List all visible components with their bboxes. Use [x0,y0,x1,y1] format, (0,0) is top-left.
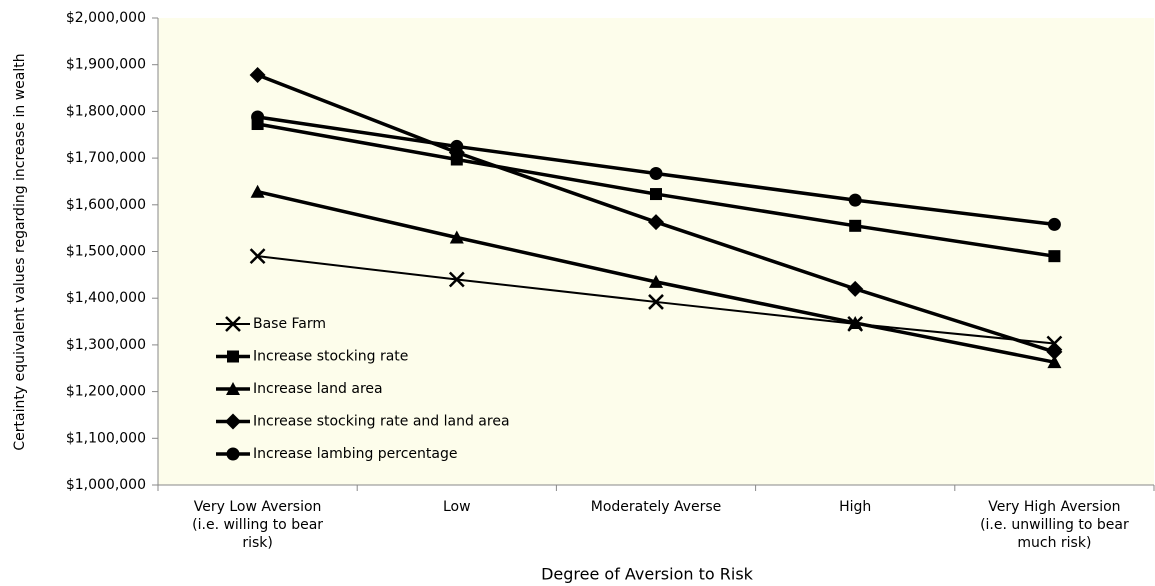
x-tick-label: Very High Aversion (i.e. unwilling to bea… [980,499,1129,551]
marker [649,167,663,181]
marker [249,66,266,83]
legend-marker [227,350,239,363]
marker [1046,343,1063,360]
marker [1046,335,1063,352]
marker [249,248,266,265]
plot-area [158,18,1154,485]
x-tick-label-line: much risk) [1017,535,1091,551]
y-tick-label: $1,000,000 [66,477,146,493]
marker [648,214,664,231]
marker [649,274,663,288]
x-tick-label-line: Very High Aversion [988,499,1120,515]
legend-label: Increase land area [253,381,383,397]
x-tick-label-line: (i.e. willing to bear [192,517,323,533]
legend-marker [226,382,240,395]
x-tick-label-line: Very Low Aversion [194,499,322,515]
marker [1047,217,1061,231]
x-tick-label-line: High [839,499,871,515]
marker [849,219,862,232]
marker [448,271,465,288]
legend-marker [226,447,240,461]
y-tick-label: $1,700,000 [66,150,146,166]
marker [450,139,464,153]
marker [250,184,265,198]
y-tick-label: $1,300,000 [66,337,146,353]
x-tick-label-line: risk) [242,535,273,551]
legend-marker [225,316,241,332]
x-tick-label: Very Low Aversion (i.e. willing to bear ri… [192,499,323,551]
x-tick-label: Moderately Averse [591,499,722,515]
y-tick-label: $1,100,000 [66,430,146,446]
marker [251,110,265,124]
x-tick-label-line: Moderately Averse [591,499,722,515]
marker [1047,355,1062,369]
marker [648,294,664,310]
y-tick-label: $1,500,000 [66,244,146,260]
marker [449,230,464,244]
y-axis-label: Certainty equivalent values regarding in… [12,53,28,450]
legend-label: Base Farm [253,316,326,332]
x-axis-label: Degree of Aversion to Risk [541,565,754,584]
marker [1048,250,1061,263]
legend-label: Increase lambing percentage [253,446,458,462]
legend-label: Increase stocking rate [253,349,408,365]
marker [847,280,864,297]
x-tick-label-line: Low [443,499,471,515]
y-tick-label: $1,800,000 [66,103,146,119]
y-tick-label: $1,400,000 [66,290,146,306]
legend-marker [225,413,241,430]
x-tick-label-line: (i.e. unwilling to bear [980,517,1129,533]
y-tick-label: $2,000,000 [66,10,146,26]
y-tick-label: $1,900,000 [66,57,146,73]
y-tick-label: $1,600,000 [66,197,146,213]
x-tick-label: High [839,499,871,515]
legend-label: Increase stocking rate and land area [253,414,510,430]
y-tick-label: $1,200,000 [66,384,146,400]
marker [848,315,863,329]
marker [848,193,862,207]
x-tick-label: Low [443,499,471,515]
marker [650,188,662,201]
